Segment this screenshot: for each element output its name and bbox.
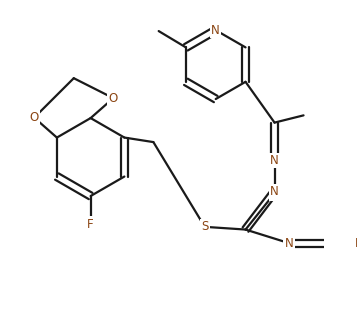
Text: O: O [30, 111, 39, 124]
Text: N: N [285, 237, 293, 250]
Text: N: N [355, 237, 357, 250]
Text: N: N [270, 154, 279, 167]
Text: F: F [87, 218, 94, 231]
Text: S: S [201, 220, 208, 233]
Text: O: O [109, 92, 118, 105]
Text: N: N [270, 185, 279, 198]
Text: N: N [211, 24, 220, 37]
Text: N: N [270, 187, 279, 200]
